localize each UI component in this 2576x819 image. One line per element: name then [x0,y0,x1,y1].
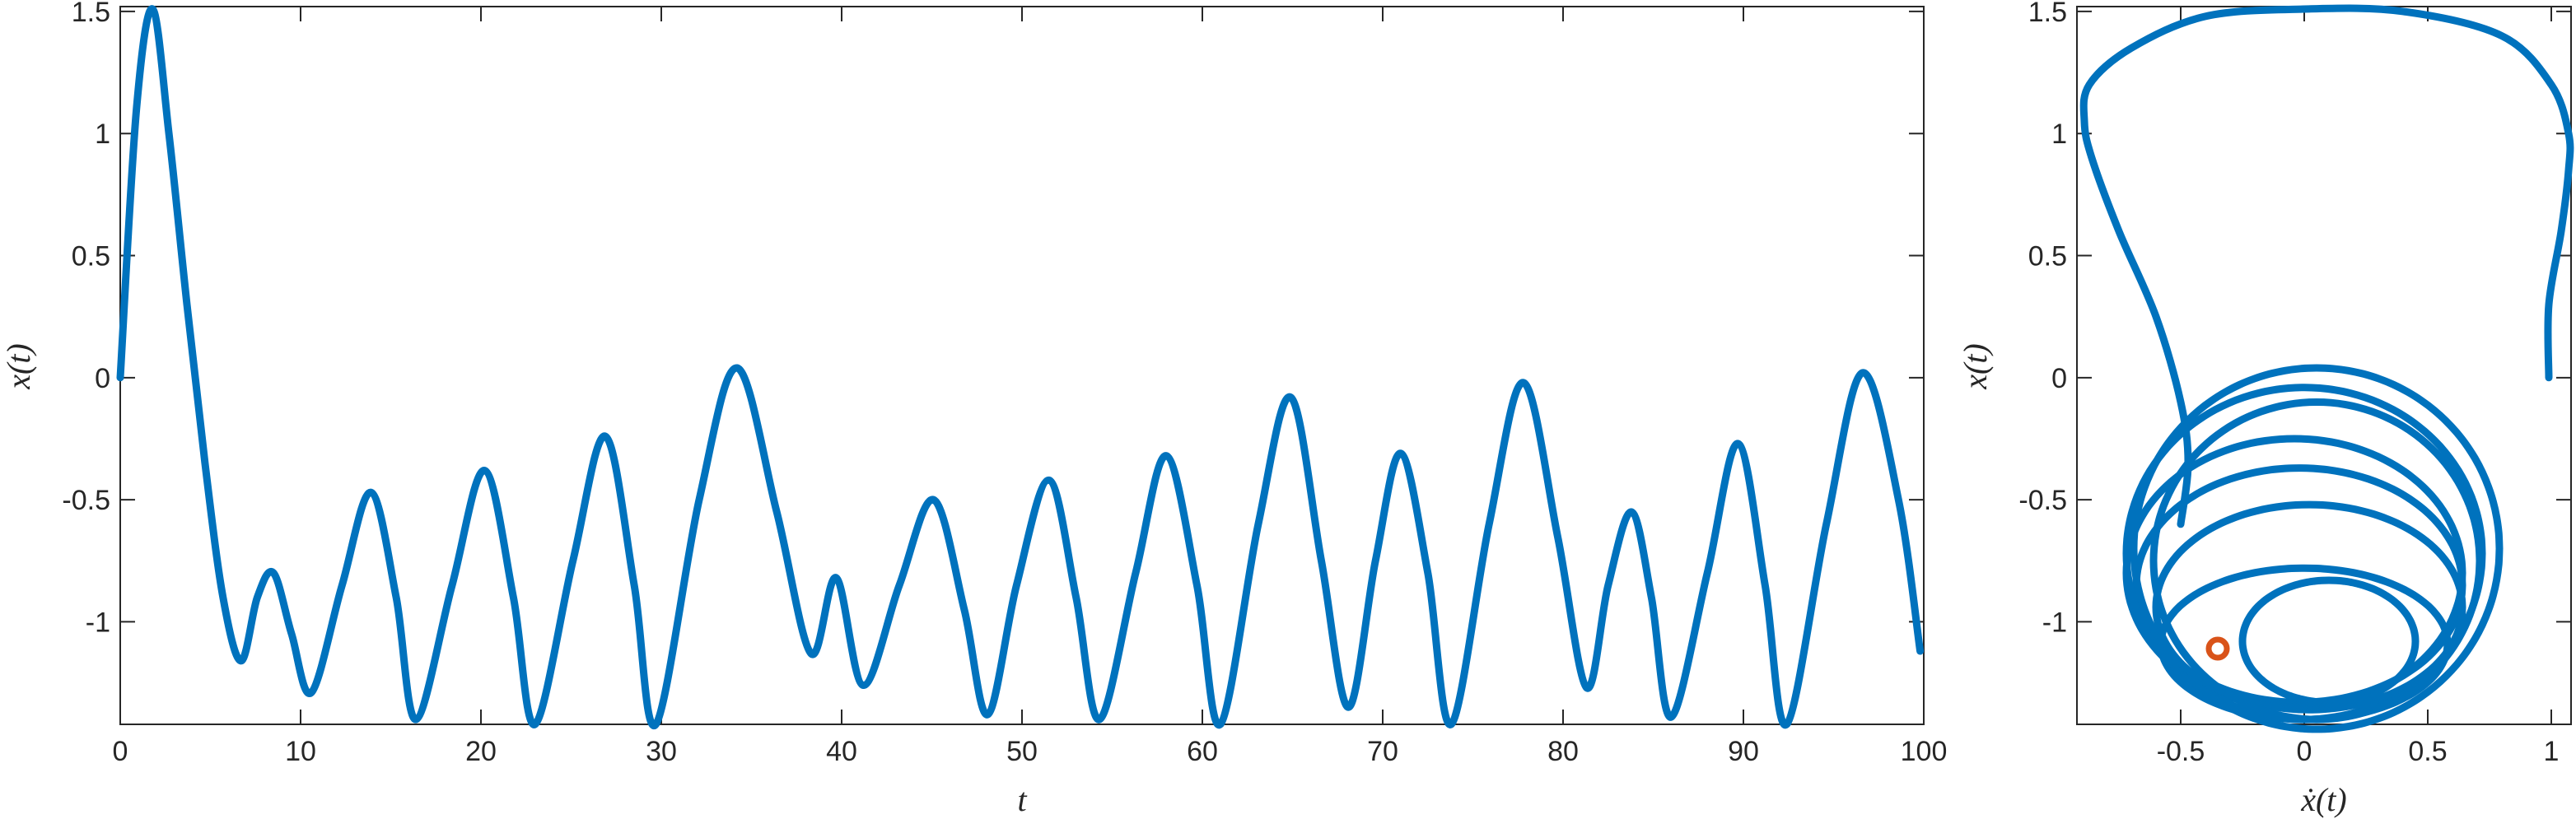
time-series-x-ticks: 0 10 20 30 40 50 60 70 80 90 100 [113,7,1948,767]
x-tick-label: 70 [1367,736,1398,767]
x-tick-label: 80 [1547,736,1579,767]
x-tick-label: 50 [1006,736,1038,767]
y-tick-label: 1.5 [2028,0,2067,28]
series-line [116,5,1925,730]
time-series-lines [116,5,1925,730]
x-tick-label: 1 [2544,736,2560,767]
y-tick-label: 0 [2051,363,2067,394]
attractor-loop [2149,398,2484,724]
x-tick-label: 0 [2297,736,2312,767]
time-series-x-axis-label: t [1017,781,1027,818]
y-tick-label: 0.5 [72,241,110,272]
x-tick-label: 0 [113,736,128,767]
x-tick-label: 100 [1901,736,1948,767]
x-tick-label: -0.5 [2157,736,2205,767]
y-tick-label: -1 [86,607,110,638]
phase-portrait-y-axis-label: x(t) [1957,343,1994,390]
y-tick-label: 1.5 [72,0,110,28]
attractor-loop [2238,576,2420,706]
x-tick-label: 0.5 [2408,736,2447,767]
time-series-chart: 0 10 20 30 40 50 60 70 80 90 100 -1-0.500.511.5 t … [0,0,1947,818]
attractor-loop [2152,500,2466,714]
attractor-loop [2130,364,2504,733]
x-tick-label: 40 [826,736,857,767]
x-tick-label: 10 [285,736,316,767]
time-series-y-axis-label: x(t) [0,343,37,390]
y-tick-label: -0.5 [2018,485,2067,516]
time-series-y-ticks: -1 -0.5 0 0.5 1 1.5 [62,0,1924,638]
y-tick-label: -0.5 [62,485,110,516]
phase-portrait-x-axis-label: ẋ(t) [2300,781,2347,818]
y-tick-label: 0.5 [2028,241,2067,272]
y-tick-label: 1 [2051,119,2067,150]
y-tick-label: 0 [95,363,110,394]
phase-portrait-y-ticks: -1 -0.5 0 0.5 1 1.5 [2018,0,2571,638]
x-tick-label: 30 [646,736,677,767]
phase-portrait-lines [2079,4,2574,733]
x-tick-label: 90 [1728,736,1759,767]
trajectory-endpoint-marker [2205,636,2230,661]
y-tick-label: 1 [95,119,110,150]
series-line [2079,4,2574,528]
phase-portrait-chart: -0.5 0 0.5 1 -1 -0.5 0 0.5 1 1.5 ẋ(t) x(t) [1957,0,2574,818]
y-tick-label: -1 [2042,607,2067,638]
phase-portrait-x-ticks: -0.5 0 0.5 1 [2157,7,2560,767]
x-tick-label: 60 [1187,736,1218,767]
x-tick-label: 20 [465,736,497,767]
